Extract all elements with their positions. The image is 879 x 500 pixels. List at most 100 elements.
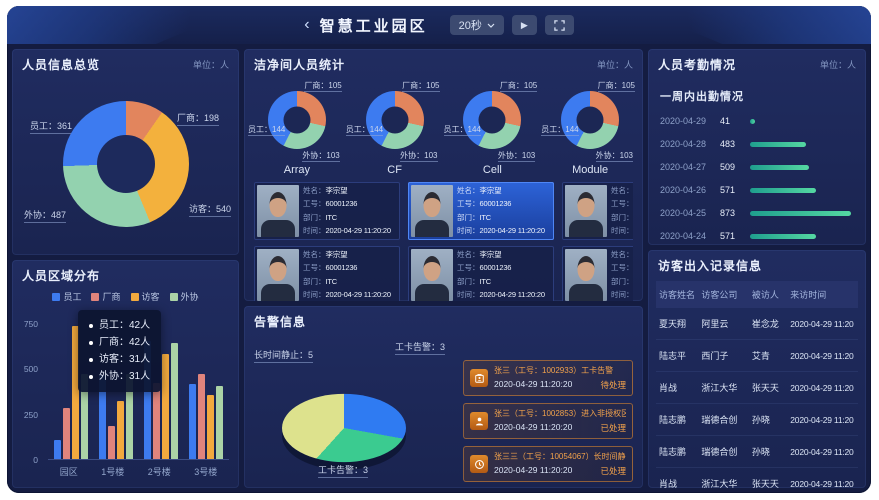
back-button[interactable]: ‹: [304, 16, 310, 33]
visitor-cell: 2020-04-29 11:20: [787, 403, 858, 436]
panel-header: 人员信息总览 单位：人: [12, 49, 239, 76]
legend-label: 员工: [63, 292, 82, 302]
app-header: ‹ 智慧工业园区 20秒 ▶: [7, 6, 871, 44]
interval-select[interactable]: 20秒: [449, 15, 504, 35]
donut-chart[interactable]: [267, 91, 326, 149]
attendance-date: 2020-04-26: [660, 185, 707, 195]
person-photo: [411, 185, 453, 237]
region-bar-2号楼-厂商[interactable]: [153, 383, 161, 459]
region-bar-3号楼-访客[interactable]: [207, 395, 215, 459]
legend-item[interactable]: 外协: [169, 290, 199, 303]
attendance-bar[interactable]: [750, 141, 806, 147]
tooltip-line: 厂商：42人: [89, 334, 150, 351]
fullscreen-button[interactable]: [544, 15, 574, 35]
visitor-cell: 陆志鹏: [656, 403, 699, 436]
alarm-item[interactable]: 张三三（工号：10054067）长时间静止 2020-04-29 11:20:2…: [463, 446, 633, 482]
region-bar-1号楼-员工[interactable]: [98, 375, 106, 459]
region-bar-园区-外协[interactable]: [80, 373, 88, 459]
region-bar-2号楼-员工[interactable]: [144, 341, 152, 459]
visitor-cell: 2020-04-29 11:20: [787, 467, 858, 488]
panel-title: 访客出入记录信息: [658, 259, 763, 273]
tooltip-dot: [89, 340, 93, 345]
cleanroom-donut-cf: 厂商：105 员工：144 外协：103 CF: [345, 78, 444, 176]
alarm-item[interactable]: 张三（工号：1002933）工卡告警 2020-04-29 11:20:20 待…: [463, 360, 633, 396]
region-bar-3号楼-员工[interactable]: [189, 384, 197, 459]
person-field-name: 姓名：李宗望: [611, 249, 633, 261]
attendance-bar[interactable]: [750, 210, 851, 216]
alarm-body: 长时间静止：5 工卡告警：3 工卡告警：3 张三（工号：1002933）工卡告警: [254, 332, 633, 482]
visitor-row[interactable]: 陆志鹏 瑞德合创 孙晓 2020-04-29 11:20: [656, 403, 858, 436]
visitor-row[interactable]: 肖战 浙江大华 张天天 2020-04-29 11:20: [656, 371, 858, 404]
axis-category-label: 3号楼: [194, 467, 218, 477]
legend-label: 外协: [180, 292, 199, 302]
donut-chart[interactable]: [365, 91, 424, 149]
alarm-text-block: 张三（工号：1002933）工卡告警 2020-04-29 11:20:20 待…: [494, 365, 626, 391]
play-button[interactable]: ▶: [511, 15, 537, 35]
field-label: 时间：: [303, 225, 326, 235]
clock-icon: [470, 455, 488, 473]
region-bar-1号楼-外协[interactable]: [125, 374, 133, 459]
attendance-bar[interactable]: [750, 187, 816, 193]
region-bar-1号楼-厂商[interactable]: [107, 425, 115, 459]
donut-chart[interactable]: [561, 91, 620, 149]
region-bar-园区-访客[interactable]: [71, 325, 79, 459]
attendance-bar[interactable]: [750, 233, 816, 239]
attendance-date: 2020-04-27: [660, 162, 707, 172]
alarm-time: 2020-04-29 11:20:20: [494, 465, 573, 475]
region-bar-2号楼-外协[interactable]: [171, 342, 179, 459]
pie-label-card-alarm: 工卡告警：3: [394, 340, 445, 355]
panel-header: 洁净间人员统计 单位：人: [244, 49, 643, 76]
panel-title: 人员考勤情况: [658, 58, 737, 72]
donut-label-employee: 员工：144: [541, 125, 579, 136]
panel-personnel-overview: 人员信息总览 单位：人 员工：361 厂商：198 访客：540 外协：487: [12, 49, 239, 255]
region-bar-2号楼-访客[interactable]: [162, 353, 170, 459]
field-value: 李宗望: [325, 250, 348, 259]
tooltip-text: 厂商：42人: [99, 337, 151, 348]
visitor-row[interactable]: 肖战 浙江大华 张天天 2020-04-29 11:20: [656, 467, 858, 488]
field-value: 60001236: [479, 199, 512, 209]
alarm-pie-chart[interactable]: [282, 393, 406, 463]
legend-item[interactable]: 访客: [130, 290, 160, 303]
region-bar-3号楼-厂商[interactable]: [198, 374, 206, 459]
person-card-list[interactable]: 姓名：李宗望 工号：60001236 部门：ITC 时间：2020-04-29 11:…: [254, 182, 633, 301]
overview-donut-chart[interactable]: [62, 101, 189, 227]
region-bar-3号楼-外协[interactable]: [216, 386, 224, 459]
field-label: 时间：: [457, 289, 480, 299]
field-value: 2020-04-29 11:20:20: [479, 225, 545, 235]
donut-label-outsource: 外协：103: [497, 151, 536, 162]
visitor-row[interactable]: 夏天翔 阿里云 崔念龙 2020-04-29 11:20: [656, 308, 858, 340]
visitor-row[interactable]: 陆志平 西门子 艾青 2020-04-29 11:20: [656, 339, 858, 372]
legend-item[interactable]: 员工: [52, 290, 81, 303]
attendance-bar[interactable]: [750, 164, 809, 170]
person-field-dept: 部门：ITC: [303, 276, 397, 288]
header-controls: 20秒 ▶: [449, 15, 574, 35]
panel-unit: 单位：人: [596, 60, 633, 70]
attendance-date: 2020-04-24: [660, 231, 707, 241]
field-value: ITC: [479, 212, 492, 222]
region-bar-园区-员工[interactable]: [53, 440, 61, 459]
alarm-item[interactable]: 张三（工号：1002853）进入非授权区域B4-1F-C2 2020-04-29…: [463, 403, 633, 439]
person-field-time: 时间：2020-04-29 11:20:20: [611, 225, 633, 237]
region-bar-group: [189, 324, 224, 459]
panel-attendance: 人员考勤情况 单位：人 一周内出勤情况 2020-04-29 41 2020-04-…: [648, 49, 866, 245]
field-label: 部门：: [303, 212, 326, 222]
legend-item[interactable]: 厂商: [91, 290, 121, 303]
panel-unit: 单位：人: [819, 60, 856, 70]
attendance-value: 873: [720, 208, 736, 218]
donut-chart[interactable]: [463, 91, 522, 149]
donut-name: Array: [283, 164, 311, 176]
region-bar-1号楼-访客[interactable]: [116, 400, 124, 459]
donut-name: CF: [387, 164, 402, 176]
region-bar-园区-厂商[interactable]: [62, 407, 70, 459]
person-field-time: 时间：2020-04-29 11:20:20: [457, 289, 551, 301]
visitor-row[interactable]: 陆志鹏 瑞德合创 孙晓 2020-04-29 11:20: [656, 435, 858, 468]
attendance-bar-track: [750, 164, 854, 170]
attendance-bar[interactable]: [750, 118, 755, 124]
